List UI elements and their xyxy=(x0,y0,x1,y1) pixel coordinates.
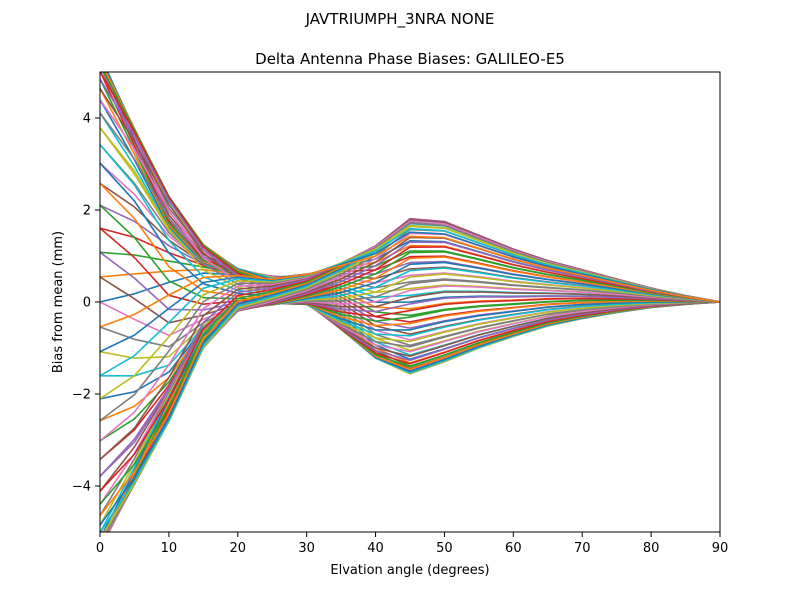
series-lines xyxy=(100,72,720,532)
x-tick-label: 60 xyxy=(505,541,522,556)
x-tick-label: 40 xyxy=(367,541,384,556)
series-line xyxy=(100,231,720,353)
x-axis: 0 10 20 30 40 50 60 70 80 90 xyxy=(96,532,728,556)
x-tick-label: 20 xyxy=(230,541,247,556)
y-tick-label: 4 xyxy=(83,112,91,127)
y-axis: −4 −2 0 2 4 xyxy=(72,112,100,495)
y-tick-label: −2 xyxy=(72,388,91,403)
series-line xyxy=(100,301,720,353)
chart-title: Delta Antenna Phase Biases: GALILEO-E5 xyxy=(255,50,565,68)
series-line xyxy=(100,273,720,526)
x-tick-label: 90 xyxy=(712,541,729,556)
x-tick-label: 80 xyxy=(643,541,660,556)
x-tick-label: 50 xyxy=(436,541,453,556)
y-tick-label: 2 xyxy=(83,204,91,219)
figure-suptitle: JAVTRIUMPH_3NRA NONE xyxy=(305,10,495,29)
x-tick-label: 0 xyxy=(96,541,104,556)
x-tick-label: 30 xyxy=(298,541,315,556)
y-tick-label: 0 xyxy=(83,296,91,311)
x-tick-label: 10 xyxy=(161,541,178,556)
y-tick-label: −4 xyxy=(72,480,91,495)
x-tick-label: 70 xyxy=(574,541,591,556)
series-line xyxy=(100,301,720,377)
series-line xyxy=(104,256,720,532)
y-axis-label: Bias from mean (mm) xyxy=(51,231,66,373)
series-line xyxy=(100,235,720,328)
series-line xyxy=(100,301,720,360)
series-line xyxy=(100,279,720,517)
x-axis-label: Elvation angle (degrees) xyxy=(330,563,489,578)
